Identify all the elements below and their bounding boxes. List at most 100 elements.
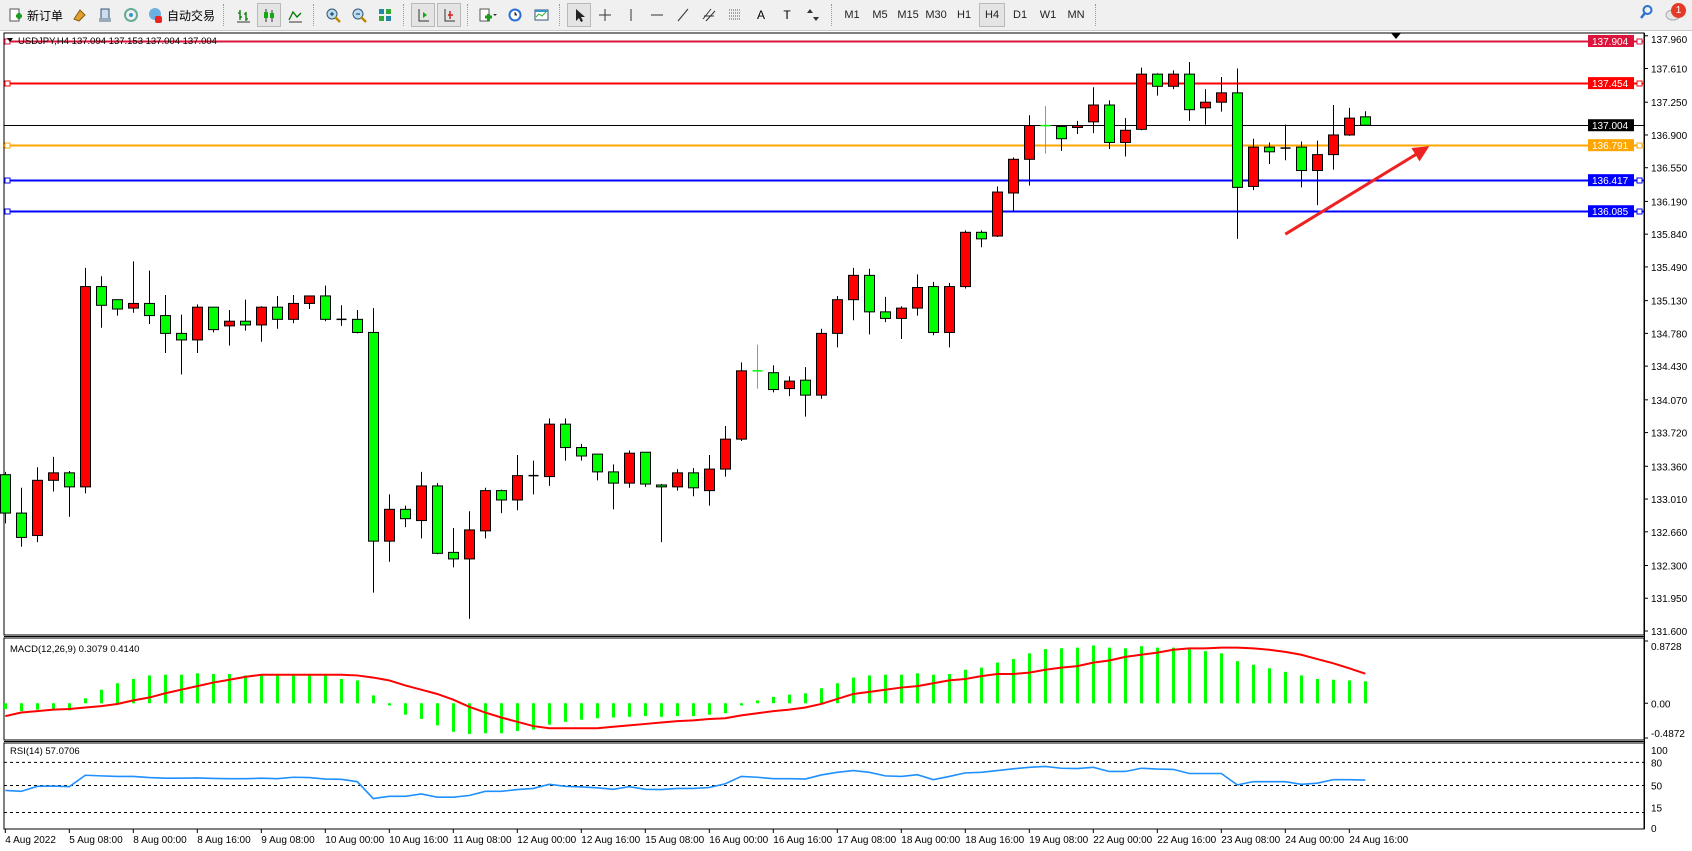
- candle-body-down: [688, 472, 699, 489]
- candle: [256, 306, 267, 342]
- timeframe-m30[interactable]: M30: [925, 9, 947, 21]
- line-anchor-handle[interactable]: [4, 142, 11, 149]
- notifications-button[interactable]: 1: [1664, 3, 1686, 25]
- candle: [816, 328, 827, 399]
- candle: [1184, 61, 1195, 121]
- macd-histogram-bar: [404, 703, 407, 715]
- indicators-button[interactable]: [475, 3, 501, 27]
- horizontal-line-button[interactable]: [645, 3, 669, 27]
- auto-scroll-button[interactable]: [437, 3, 462, 27]
- price-tick-label: 137.960: [1651, 35, 1688, 46]
- candle: [432, 483, 443, 555]
- line-anchor-handle[interactable]: [1636, 208, 1643, 215]
- cursor-icon: [575, 8, 585, 22]
- candle-body-down: [864, 274, 875, 313]
- equidistant-channel-button[interactable]: [697, 3, 721, 27]
- candle-body-up: [1168, 73, 1179, 87]
- macd-tick-label: 0.8728: [1651, 642, 1682, 653]
- price-line-label-bg: [1588, 205, 1634, 218]
- text-label-button[interactable]: T: [775, 3, 799, 27]
- candle-body-down: [64, 472, 75, 488]
- zoom-out-button[interactable]: [347, 3, 371, 27]
- candle-body-down: [1104, 104, 1115, 143]
- timeframe-h4[interactable]: H4: [979, 3, 1006, 27]
- line-anchor-handle[interactable]: [1636, 80, 1643, 87]
- cursor-button[interactable]: [567, 3, 592, 27]
- text-button[interactable]: A: [749, 3, 773, 27]
- candle-body-up: [1312, 154, 1323, 172]
- bar-chart-button[interactable]: [231, 3, 255, 27]
- auto-trading-button[interactable]: 自动交易: [145, 3, 217, 27]
- candle-body-up: [832, 299, 843, 334]
- candle-body-down: [96, 286, 107, 306]
- candle: [128, 261, 139, 313]
- signals-button[interactable]: [119, 3, 143, 27]
- macd-histogram-bar: [612, 703, 615, 718]
- tile-windows-icon: [378, 8, 391, 21]
- timeframe-h1[interactable]: H1: [957, 9, 972, 21]
- candle: [608, 464, 619, 510]
- timeframe-d1[interactable]: D1: [1013, 9, 1028, 21]
- timeframe-mn[interactable]: MN: [1067, 9, 1085, 21]
- fibonacci-button[interactable]: [723, 3, 747, 27]
- price-tick-label: 133.720: [1651, 429, 1688, 440]
- line-anchor-handle[interactable]: [4, 208, 11, 215]
- market-watch-button[interactable]: [67, 3, 91, 27]
- candle: [832, 295, 843, 348]
- line-anchor-handle[interactable]: [4, 177, 11, 184]
- candle: [800, 367, 811, 417]
- line-anchor-handle[interactable]: [1636, 177, 1643, 184]
- arrow-annotation[interactable]: [1284, 149, 1423, 236]
- price-tick-label: 135.130: [1651, 297, 1688, 308]
- zoom-in-button[interactable]: [321, 3, 345, 27]
- tile-windows-button[interactable]: [373, 3, 397, 27]
- candle: [1264, 142, 1275, 164]
- candlestick-button[interactable]: [257, 3, 282, 27]
- candle: [720, 426, 731, 477]
- line-anchor-handle[interactable]: [1636, 38, 1643, 45]
- chart-shift-marker[interactable]: [1391, 33, 1401, 39]
- candle-body-up: [288, 302, 299, 320]
- candle: [1232, 68, 1243, 239]
- timeframe-m5[interactable]: M5: [872, 9, 888, 21]
- navigator-button[interactable]: [93, 3, 117, 27]
- crosshair-button[interactable]: [593, 3, 617, 27]
- candle: [624, 450, 635, 488]
- timeframe-m1[interactable]: M1: [844, 9, 860, 21]
- candle: [208, 306, 219, 333]
- macd-histogram-bar: [1060, 648, 1063, 704]
- line-chart-button[interactable]: [283, 3, 307, 27]
- macd-histogram-bar: [756, 700, 759, 704]
- macd-histogram-bar: [836, 683, 839, 704]
- time-tick-label: 18 Aug 16:00: [965, 835, 1024, 846]
- macd-signal-line: [5, 646, 1366, 730]
- candle-body-down: [0, 474, 11, 514]
- line-anchor-handle[interactable]: [4, 80, 11, 87]
- vertical-line-button[interactable]: [619, 3, 643, 27]
- candle-body-up: [1024, 125, 1035, 160]
- new-order-button[interactable]: 新订单: [5, 3, 65, 27]
- candle-body-up: [1200, 101, 1211, 109]
- candle: [1056, 125, 1067, 151]
- rsi-label: RSI(14) 57.0706: [10, 746, 80, 757]
- candle-body-down: [1056, 126, 1067, 140]
- templates-button[interactable]: [529, 3, 553, 27]
- line-anchor-handle[interactable]: [1636, 142, 1643, 149]
- candle-body-down: [320, 295, 331, 320]
- collapse-triangle-icon[interactable]: [7, 38, 13, 42]
- chart-shift-button[interactable]: [411, 3, 436, 27]
- candle: [688, 468, 699, 497]
- periods-button[interactable]: [503, 3, 527, 27]
- arrows-button[interactable]: [801, 3, 825, 27]
- search-icon[interactable]: [1638, 4, 1654, 24]
- macd-histogram-bar: [1108, 647, 1111, 704]
- price-line-label-bg: [1588, 119, 1634, 132]
- toolbar-separator: [559, 4, 561, 26]
- candle: [400, 505, 411, 528]
- candle-body-down: [448, 551, 459, 560]
- timeframe-w1[interactable]: W1: [1039, 9, 1057, 21]
- trendline-button[interactable]: [671, 3, 695, 27]
- timeframe-m15[interactable]: M15: [897, 9, 919, 21]
- candle-body-up: [848, 274, 859, 301]
